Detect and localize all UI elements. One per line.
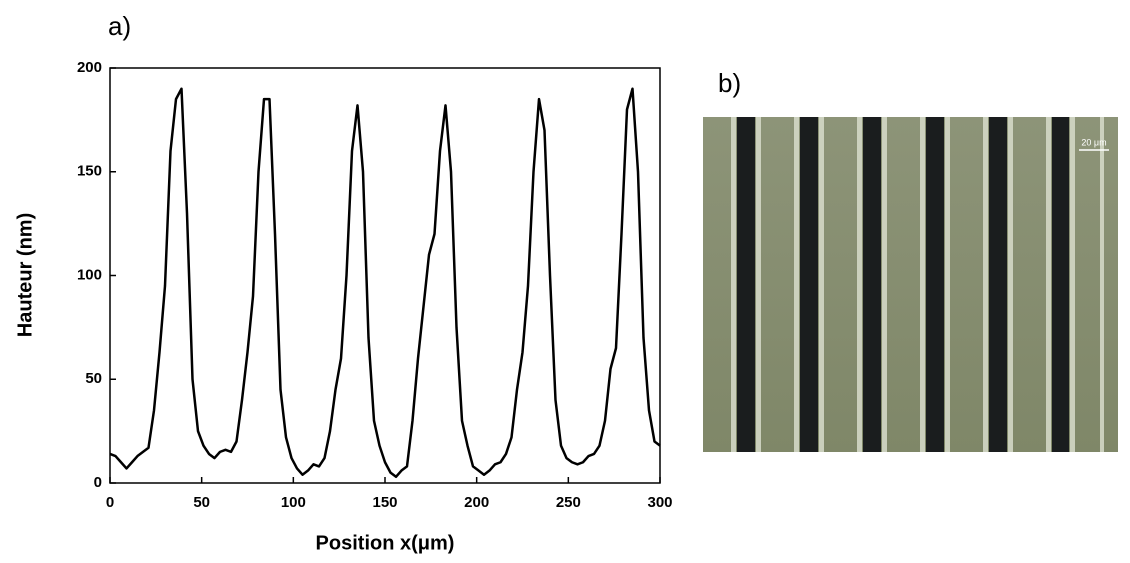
- x-tick-label: 50: [193, 494, 210, 511]
- scale-bar-label: 20 μm: [1081, 137, 1106, 147]
- panel-label: b): [718, 68, 741, 98]
- y-axis-label: Hauteur (nm): [14, 213, 36, 337]
- x-tick-label: 150: [372, 494, 397, 511]
- data-line: [109, 87, 661, 479]
- x-tick-label: 250: [556, 494, 581, 511]
- x-tick-label: 100: [281, 494, 306, 511]
- y-tick-label: 100: [77, 266, 102, 283]
- x-tick-label: 0: [106, 494, 114, 511]
- y-tick-label: 200: [77, 59, 102, 76]
- plot-frame: [109, 67, 661, 484]
- panel-label: a): [108, 11, 131, 41]
- y-tick-label: 150: [77, 163, 102, 180]
- x-tick-label: 300: [647, 494, 672, 511]
- x-axis-label: Position x(μm): [316, 532, 455, 554]
- microscope-image: [703, 117, 1118, 452]
- x-tick-label: 200: [464, 494, 489, 511]
- y-tick-label: 0: [94, 474, 102, 491]
- y-tick-label: 50: [85, 370, 102, 387]
